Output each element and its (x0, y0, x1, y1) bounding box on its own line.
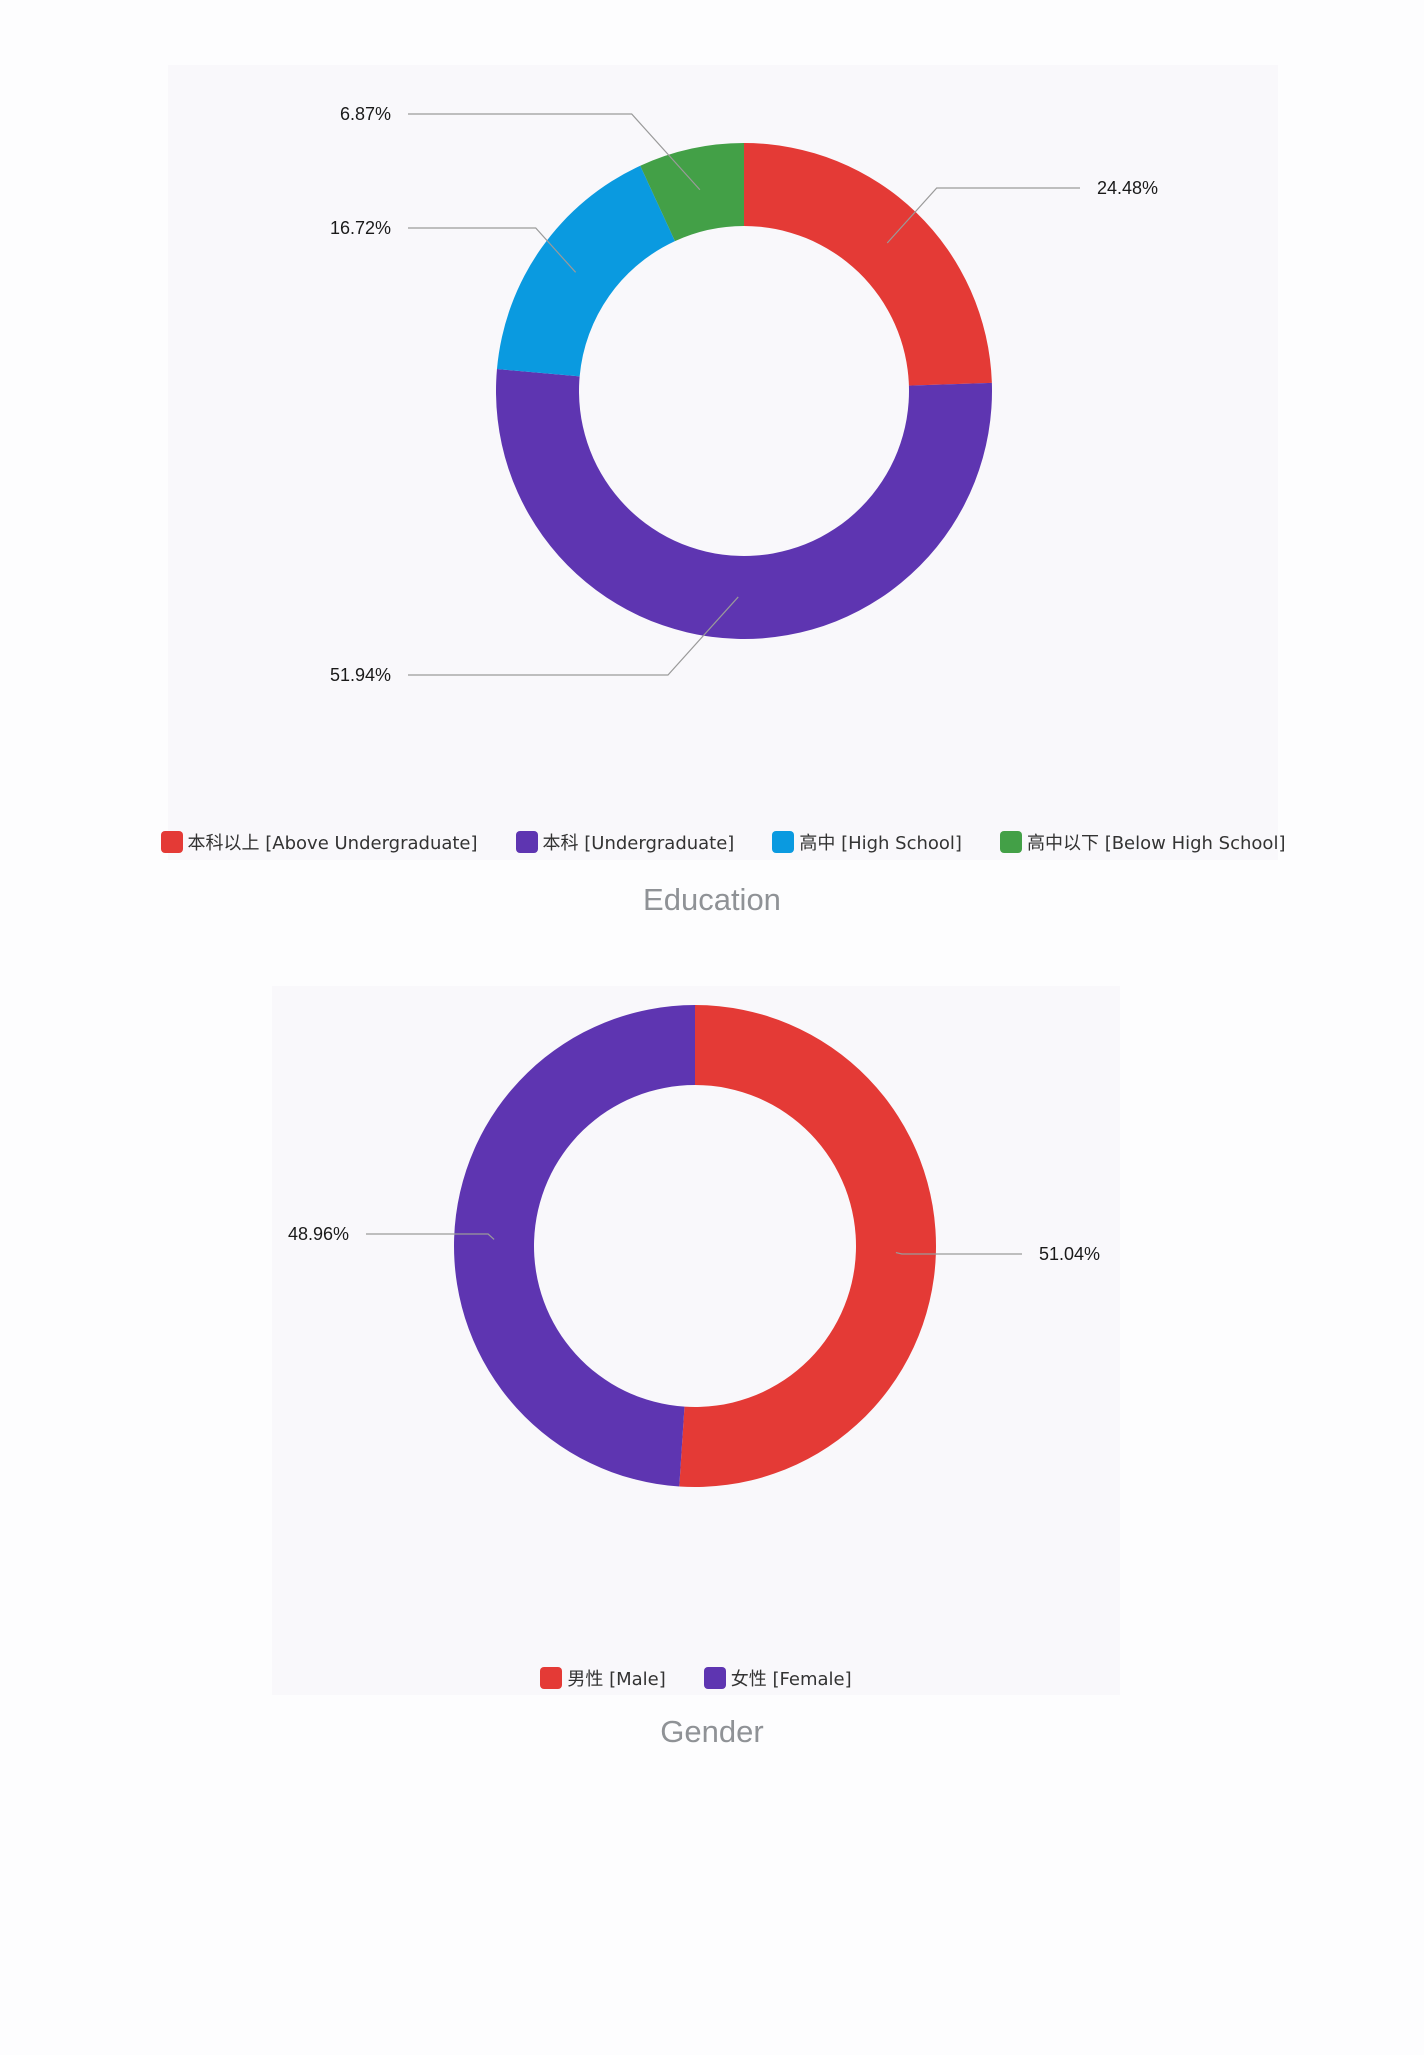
gender-legend: 男性 [Male] 女性 [Female] (272, 1665, 1120, 1691)
legend-item-above-undergraduate[interactable]: 本科以上 [Above Undergraduate] (160, 829, 478, 855)
slice-below-high-school (640, 143, 744, 242)
legend-label-female: 女性 [Female] (730, 1669, 852, 1690)
legend-swatch-below-high-school (999, 831, 1022, 853)
gender-donut-chart: 51.04% 48.96% (288, 1005, 1100, 1487)
education-chart-panel: 24.48% 51.94% 16.72% 6.87% 本科以上 [Above Unde… (160, 65, 1285, 860)
leader-line-undergraduate (408, 596, 739, 676)
legend-swatch-male (540, 1667, 563, 1689)
slice-high-school (496, 165, 675, 377)
data-label-male: 51.04% (1039, 1244, 1100, 1264)
slice-female (453, 1005, 695, 1487)
legend-swatch-high-school (772, 831, 795, 853)
education-legend: 本科以上 [Above Undergraduate] 本科 [Undergradu… (160, 829, 1285, 855)
leader-line-above-undergraduate (886, 187, 1080, 244)
leader-line-female (366, 1233, 495, 1240)
data-label-below-high-school: 6.87% (340, 104, 391, 124)
legend-item-female[interactable]: 女性 [Female] (703, 1665, 852, 1691)
data-label-undergraduate: 51.94% (330, 665, 391, 685)
legend-label-undergraduate: 本科 [Undergraduate] (542, 833, 735, 854)
leader-line-below-high-school (408, 113, 701, 191)
education-donut-chart: 24.48% 51.94% 16.72% 6.87% (330, 104, 1158, 685)
legend-label-above-undergraduate: 本科以上 [Above Undergraduate] (187, 833, 478, 854)
legend-label-high-school: 高中 [High School] (799, 833, 962, 854)
slice-above-undergraduate (744, 143, 992, 386)
data-label-high-school: 16.72% (330, 218, 391, 238)
legend-swatch-undergraduate (515, 831, 538, 853)
legend-item-undergraduate[interactable]: 本科 [Undergraduate] (515, 829, 735, 855)
slice-male (679, 1005, 936, 1487)
legend-item-below-high-school[interactable]: 高中以下 [Below High School] (999, 829, 1286, 855)
gender-chart-panel: 51.04% 48.96% 男性 [Male] 女性 [Female] (272, 986, 1120, 1695)
legend-label-below-high-school: 高中以下 [Below High School] (1026, 833, 1286, 854)
leader-line-male (895, 1251, 1022, 1255)
data-label-above-undergraduate: 24.48% (1097, 178, 1158, 198)
gender-chart-title: Gender (660, 1714, 764, 1749)
slice-undergraduate (495, 369, 992, 640)
legend-label-male: 男性 [Male] (567, 1669, 666, 1690)
data-label-female: 48.96% (288, 1224, 349, 1244)
legend-item-high-school[interactable]: 高中 [High School] (772, 829, 962, 855)
legend-swatch-above-undergraduate (160, 831, 183, 853)
leader-line-high-school (408, 227, 577, 273)
education-chart-title: Education (643, 882, 781, 917)
legend-item-male[interactable]: 男性 [Male] (540, 1665, 666, 1691)
legend-swatch-female (703, 1667, 726, 1689)
